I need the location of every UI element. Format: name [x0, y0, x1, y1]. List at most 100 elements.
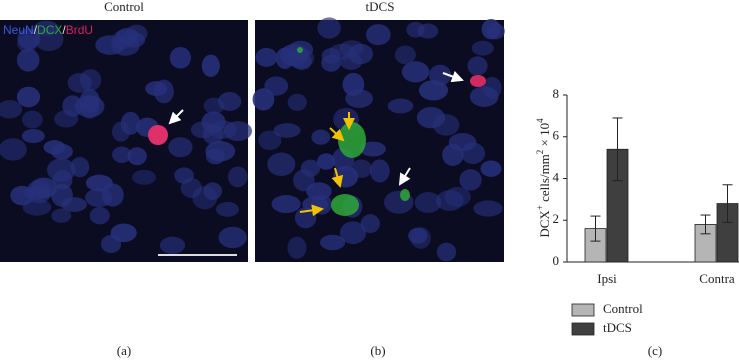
nucleus: [271, 195, 301, 214]
nucleus: [16, 86, 41, 108]
nucleus: [348, 43, 374, 65]
panel-label: (a): [117, 343, 131, 358]
nucleus: [418, 80, 449, 101]
dcx-cell: [338, 122, 366, 158]
nucleus: [287, 236, 307, 259]
y-tick-label: 4: [553, 169, 560, 184]
nucleus: [22, 198, 52, 216]
nucleus: [435, 190, 464, 211]
nucleus: [145, 81, 168, 96]
legend-label: tDCS: [603, 320, 632, 335]
nucleus: [127, 147, 147, 166]
nucleus: [416, 107, 446, 129]
nucleus: [132, 169, 157, 185]
nucleus: [110, 223, 137, 243]
dcx-cell: [400, 189, 410, 201]
y-tick-label: 0: [553, 253, 560, 268]
nucleus: [350, 159, 372, 178]
nucleus: [414, 192, 442, 213]
nucleus: [203, 97, 225, 115]
channel-name: /: [62, 23, 66, 37]
nucleus: [255, 47, 278, 67]
nucleus: [33, 20, 59, 36]
nucleus: [410, 227, 431, 249]
nucleus: [360, 214, 380, 234]
nucleus: [406, 21, 425, 38]
error-bar: [722, 184, 733, 223]
nucleus: [321, 54, 341, 72]
y-label-part: DCX: [537, 210, 552, 238]
nucleus: [192, 186, 218, 210]
nucleus: [365, 24, 391, 46]
arrow: [168, 109, 184, 125]
nucleus: [47, 158, 76, 182]
nucleus: [218, 226, 247, 249]
arrow: [329, 127, 345, 142]
nucleus: [471, 40, 494, 56]
nucleus: [394, 45, 416, 65]
channel-name: NeuN: [3, 23, 34, 37]
nucleus: [401, 61, 430, 83]
arrow: [299, 204, 324, 217]
nucleus: [273, 123, 301, 138]
nucleus: [311, 129, 331, 145]
nucleus: [287, 93, 307, 112]
nucleus: [258, 130, 282, 151]
nucleus: [26, 179, 52, 204]
arrow: [442, 70, 464, 83]
error-bar: [612, 117, 623, 182]
nucleus: [436, 242, 457, 262]
y-axis-label: DCX+ cells/mm2 × 104: [535, 118, 552, 238]
nucleus: [51, 183, 73, 207]
nucleus: [67, 73, 92, 93]
nucleus: [95, 35, 125, 55]
error-bar: [590, 215, 601, 242]
error-bar: [700, 214, 711, 235]
panel-label: (c): [648, 343, 662, 358]
nucleus: [121, 32, 146, 48]
dcx-cell: [297, 47, 303, 53]
nucleus: [21, 110, 43, 129]
nucleus: [205, 148, 225, 165]
nucleus: [473, 200, 503, 217]
legend-swatch: [571, 303, 595, 317]
panel-label: (b): [370, 343, 385, 358]
nucleus: [339, 221, 367, 245]
nucleus: [169, 46, 192, 69]
brdu-cell: [470, 75, 486, 87]
nucleus: [252, 88, 275, 111]
y-label-part: 2: [535, 150, 545, 155]
y-label-part: +: [535, 205, 545, 210]
nucleus: [17, 34, 38, 52]
y-label-part: cells/mm: [537, 154, 552, 205]
nucleus: [300, 159, 321, 177]
y-tick-label: 6: [553, 128, 560, 143]
nucleus: [159, 236, 186, 255]
nucleus: [480, 160, 502, 177]
nucleus: [21, 128, 45, 144]
micrographs: [0, 17, 505, 262]
nucleus: [267, 152, 296, 177]
nucleus: [70, 156, 90, 178]
dcx-cell: [331, 194, 359, 216]
arrow: [331, 167, 344, 188]
nucleus: [43, 140, 66, 155]
channel-name: DCX: [37, 23, 62, 37]
arrow: [398, 167, 411, 186]
nucleus: [0, 138, 27, 161]
nucleus: [342, 72, 365, 97]
nucleus: [482, 76, 502, 99]
nucleus: [16, 48, 40, 72]
nucleus: [359, 141, 386, 157]
x-tick-label: Ipsi: [597, 271, 617, 286]
nucleus: [208, 120, 237, 139]
nucleus: [467, 56, 488, 76]
y-label-part: × 10: [537, 123, 552, 150]
nucleus: [168, 137, 193, 158]
nucleus: [112, 146, 132, 163]
channel-name: BrdU: [66, 23, 93, 37]
y-tick-label: 8: [553, 86, 560, 101]
nucleus: [369, 159, 390, 183]
